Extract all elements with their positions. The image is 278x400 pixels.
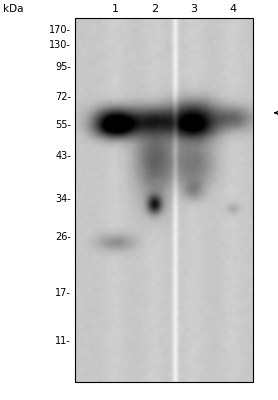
Text: 34-: 34- [55,194,71,204]
Text: 72-: 72- [55,92,71,102]
Text: 17-: 17- [55,288,71,298]
Text: 2: 2 [151,4,158,14]
Text: 43-: 43- [55,151,71,161]
Text: 55-: 55- [55,120,71,130]
Text: 26-: 26- [55,232,71,242]
Text: 4: 4 [229,4,237,14]
Bar [75,18,253,382]
Text: kDa: kDa [3,4,23,14]
Text: 11-: 11- [55,336,71,346]
Text: 1: 1 [112,4,119,14]
Text: 130-: 130- [49,40,71,50]
Text: 170-: 170- [49,25,71,35]
Text: 95-: 95- [55,62,71,72]
Text: 3: 3 [190,4,197,14]
